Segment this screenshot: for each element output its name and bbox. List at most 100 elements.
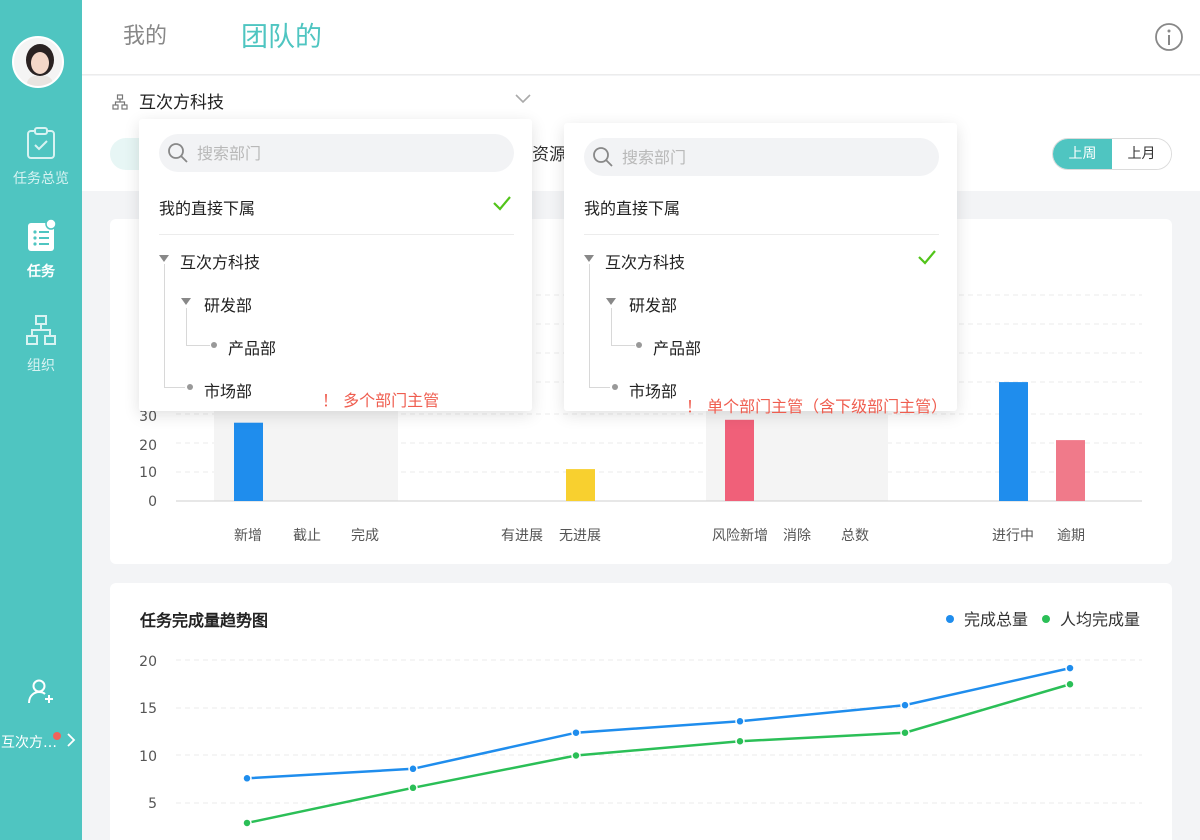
legend-label: 完成总量 [964,610,1029,629]
collapse-arrow-icon[interactable] [159,255,169,262]
y-tick-labels: 0 10 20 30 [139,409,157,510]
tree-node-company[interactable]: 互次方科技 [605,253,686,272]
sidebar-item-label: 任务 [27,264,55,280]
notification-dot [53,732,61,740]
legend-item[interactable]: 完成总量 [946,606,1028,630]
data-point[interactable] [571,750,581,761]
tree-node-marketing[interactable]: 市场部 [629,382,678,401]
data-point[interactable] [408,764,418,774]
data-point[interactable] [900,727,910,738]
tree-node-rnd[interactable]: 研发部 [204,296,253,315]
chart-title: 任务完成量趋势图 [140,611,269,630]
bar[interactable] [725,419,754,501]
search-icon [593,147,613,167]
y-tick-label: 20 [139,654,157,670]
bar[interactable] [999,382,1028,501]
department-search-input[interactable] [197,134,497,172]
data-point[interactable] [242,818,252,828]
chevron-down-icon [515,94,531,104]
tree-node-rnd[interactable]: 研发部 [629,296,678,315]
data-point[interactable] [735,736,745,746]
y-tick-label: 15 [139,701,157,717]
org-switcher[interactable]: 互次方… [0,732,82,752]
data-point[interactable] [408,783,418,793]
annotation-note: ！ 单个部门主管（含下级部门主管） [686,397,948,416]
collapse-arrow-icon[interactable] [584,255,594,262]
y-tick-label: 20 [139,438,157,454]
org-tree-icon [112,94,128,110]
tab-mine[interactable]: 我的 [123,24,168,49]
data-point[interactable] [242,773,252,784]
tree-leaf-dot [612,384,618,390]
check-icon [493,196,511,211]
series-line [246,683,1071,825]
x-tick-label: 有进展 [501,528,543,544]
legend-item[interactable]: 人均完成量 [1042,606,1140,630]
x-tick-label: 消除 [783,528,811,544]
option-direct-reports[interactable]: 我的直接下属 [159,199,256,218]
bar-marks [234,382,1085,501]
x-tick-labels: 新增 截止 完成 有进展 无进展 风险新增 消除 总数 进行中 逾期 [234,528,1085,544]
department-search [584,138,939,176]
avatar[interactable] [12,36,64,88]
company-select[interactable]: 互次方科技 [112,88,532,113]
data-point[interactable] [571,727,581,738]
tree-leaf-dot [187,384,193,390]
bar[interactable] [1056,440,1085,501]
data-point[interactable] [1065,663,1075,673]
tree-node-product[interactable]: 产品部 [228,339,277,358]
sidebar-item-tasks[interactable]: 任务 [0,219,82,281]
collapse-arrow-icon[interactable] [181,298,191,305]
tree-guide-line [186,308,187,346]
y-tick-label: 10 [139,465,157,481]
tree-node-company[interactable]: 互次方科技 [180,253,261,272]
series-line [246,666,1071,780]
date-range-toggle: 上周 上月 [1052,138,1172,170]
department-search [159,134,514,172]
x-tick-label: 无进展 [559,528,601,544]
tree-leaf-dot [211,342,217,348]
sidebar-item-label: 组织 [27,358,55,374]
task-list-icon [28,219,57,251]
tree-node-marketing[interactable]: 市场部 [204,382,253,401]
tree-leaf-dot [636,342,642,348]
legend-label: 人均完成量 [1060,610,1141,629]
data-point[interactable] [735,716,745,727]
add-member-icon [28,679,53,704]
tree-guide-line [611,308,612,346]
legend-dot [1042,614,1050,623]
add-member-button[interactable] [0,676,82,714]
range-last-month[interactable]: 上月 [1112,139,1171,169]
sidebar-item-org[interactable]: 组织 [0,313,82,375]
legend-dot [946,614,954,623]
check-icon [918,250,936,265]
x-tick-label: 进行中 [992,528,1034,544]
divider [584,234,939,235]
range-last-week[interactable]: 上周 [1053,139,1112,169]
bar[interactable] [566,469,595,501]
trend-line-chart: 5 10 15 20 [139,654,1142,828]
data-point[interactable] [1065,679,1075,689]
sidebar: 任务总览 任务 组织 互次方… [0,0,82,840]
option-direct-reports[interactable]: 我的直接下属 [584,199,681,218]
collapse-arrow-icon[interactable] [606,298,616,305]
x-tick-label: 完成 [351,528,379,544]
tab-team[interactable]: 团队的 [241,22,322,53]
sidebar-item-task-overview[interactable]: 任务总览 [0,126,82,188]
search-icon [168,143,188,163]
info-icon[interactable] [1154,22,1184,52]
y-tick-label: 0 [148,494,157,510]
department-dropdown-single: 我的直接下属 互次方科技 研发部 产品部 市场部 [564,123,957,411]
data-point[interactable] [900,700,910,710]
task-stats-bar-chart: 0 10 20 30 新增 截止 完成 有进展 无进展 风险新增 消除 总数 进… [139,294,1142,544]
department-search-input[interactable] [622,138,922,176]
chevron-right-icon [67,733,76,747]
divider [159,234,514,235]
org-name: 互次方… [1,735,57,751]
resource-filter-label[interactable]: 资源 [532,145,566,165]
x-tick-label: 总数 [841,528,869,544]
bar[interactable] [234,422,263,501]
y-tick-label: 10 [139,749,157,765]
tree-node-product[interactable]: 产品部 [653,339,702,358]
x-tick-label: 风险新增 [712,528,768,544]
